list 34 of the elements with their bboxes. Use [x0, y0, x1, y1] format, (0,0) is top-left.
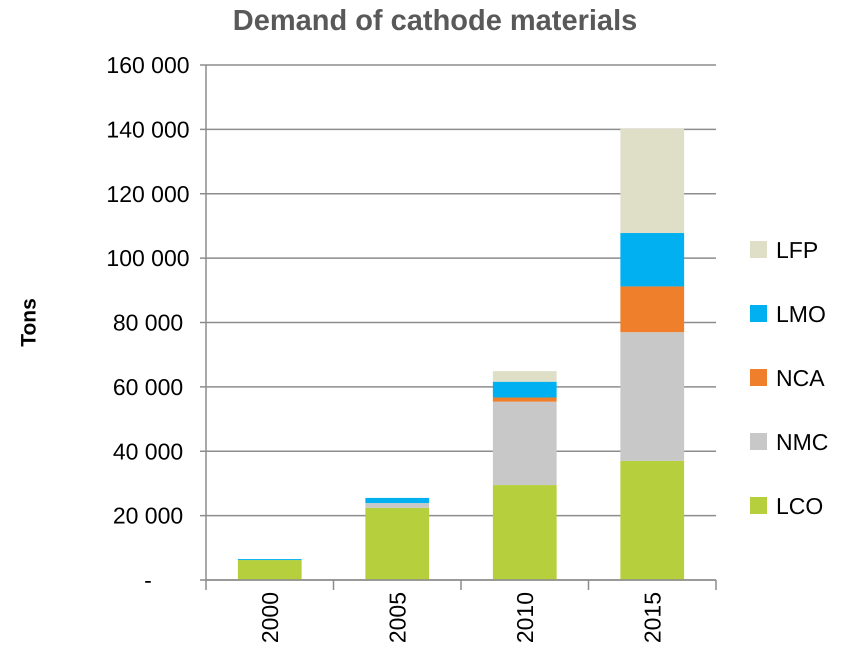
y-tick-label: - — [144, 567, 152, 594]
bar — [492, 402, 557, 486]
bar — [620, 332, 684, 461]
bar — [620, 233, 684, 286]
bar — [492, 397, 557, 402]
chart-title: Demand of cathode materials — [232, 5, 638, 37]
y-tick-label: 20 000 — [112, 502, 184, 529]
y-tick-label: 40 000 — [112, 438, 184, 464]
bar — [492, 371, 557, 382]
x-tick-label: 2000 — [256, 592, 283, 644]
bar — [620, 286, 684, 332]
bar — [492, 485, 557, 580]
bar — [365, 508, 430, 580]
y-tick-label: 60 000 — [112, 374, 184, 400]
bar — [492, 382, 557, 398]
x-tick-label: 2015 — [639, 592, 666, 644]
y-tick-label: 120 000 — [106, 180, 190, 207]
y-tick-label: 80 000 — [112, 310, 184, 336]
bar — [238, 560, 302, 580]
legend-label: LMO — [776, 301, 826, 328]
y-tick-label: 140 000 — [106, 116, 190, 142]
bar — [365, 498, 430, 504]
bar — [620, 460, 684, 580]
legend-label: LCO — [776, 493, 824, 520]
x-tick-label: 2010 — [512, 592, 538, 644]
bar — [620, 128, 684, 234]
bar — [365, 503, 430, 508]
y-tick-label: 100 000 — [106, 245, 190, 272]
legend-label: NCA — [776, 365, 826, 392]
legend-label: NMC — [776, 429, 828, 456]
legend-label: LFP — [776, 237, 818, 264]
x-tick-label: 2005 — [384, 592, 410, 644]
y-axis-title: Tons — [17, 298, 40, 347]
y-tick-label: 160 000 — [106, 52, 190, 78]
